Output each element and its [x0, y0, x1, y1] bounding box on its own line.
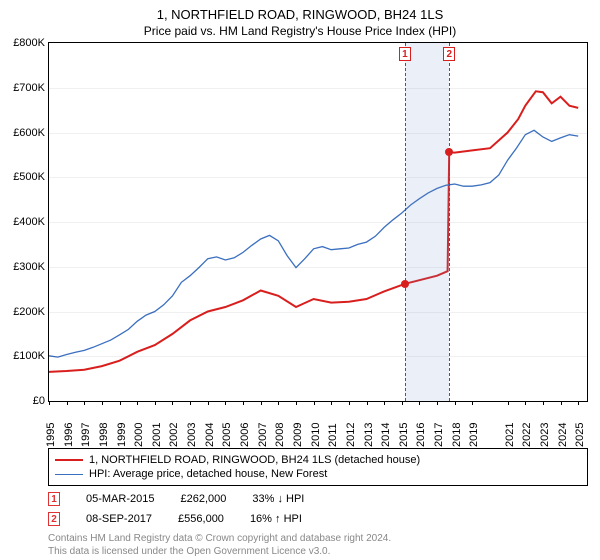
x-tick-label: 1999	[116, 423, 128, 447]
highlight-band	[405, 43, 449, 401]
x-tick-label: 2010	[310, 423, 322, 447]
transaction-row: 1 05-MAR-2015 £262,000 33% ↓ HPI	[48, 492, 588, 506]
x-tick-label: 1997	[80, 423, 92, 447]
transaction-pct: 16% ↑ HPI	[250, 513, 302, 525]
page-title: 1, NORTHFIELD ROAD, RINGWOOD, BH24 1LS	[0, 0, 600, 24]
y-tick-label: £200K	[1, 306, 45, 318]
x-tick-label: 2002	[168, 423, 180, 447]
x-tick-label: 2021	[504, 423, 516, 447]
y-tick-label: £300K	[1, 261, 45, 273]
x-tick-label: 2017	[433, 423, 445, 447]
transaction-dot	[445, 148, 453, 156]
y-tick-label: £800K	[1, 37, 45, 49]
transaction-marker: 1	[48, 492, 60, 506]
x-tick-label: 2012	[345, 423, 357, 447]
x-tick-label: 2014	[380, 423, 392, 447]
x-tick-label: 2005	[221, 423, 233, 447]
transaction-marker: 1	[399, 47, 411, 61]
transaction-price: £262,000	[180, 493, 226, 505]
x-tick-label: 2024	[557, 423, 569, 447]
transaction-pct: 33% ↓ HPI	[252, 493, 304, 505]
x-tick-label: 2007	[257, 423, 269, 447]
legend-row: 1, NORTHFIELD ROAD, RINGWOOD, BH24 1LS (…	[55, 453, 581, 467]
x-tick-label: 2006	[239, 423, 251, 447]
page-subtitle: Price paid vs. HM Land Registry's House …	[0, 24, 600, 42]
transaction-dot	[401, 280, 409, 288]
x-tick-label: 2019	[468, 423, 480, 447]
x-tick-label: 2011	[327, 424, 339, 448]
x-tick-label: 2003	[186, 423, 198, 447]
transaction-marker: 2	[443, 47, 455, 61]
transaction-date: 05-MAR-2015	[86, 493, 154, 505]
x-tick-label: 2000	[133, 423, 145, 447]
x-tick-label: 2004	[204, 423, 216, 447]
y-tick-label: £600K	[1, 127, 45, 139]
legend-label: 1, NORTHFIELD ROAD, RINGWOOD, BH24 1LS (…	[89, 454, 420, 466]
x-tick-label: 2022	[521, 423, 533, 447]
copyright-line: Contains HM Land Registry data © Crown c…	[48, 532, 588, 545]
x-tick-label: 2015	[398, 423, 410, 447]
x-tick-label: 2001	[151, 423, 163, 447]
legend-label: HPI: Average price, detached house, New …	[89, 468, 327, 480]
x-tick-label: 2009	[292, 423, 304, 447]
legend: 1, NORTHFIELD ROAD, RINGWOOD, BH24 1LS (…	[48, 448, 588, 486]
x-tick-label: 2016	[415, 423, 427, 447]
y-tick-label: £100K	[1, 350, 45, 362]
legend-swatch	[55, 474, 83, 475]
y-tick-label: £700K	[1, 82, 45, 94]
legend-row: HPI: Average price, detached house, New …	[55, 467, 581, 481]
x-tick-label: 1995	[45, 423, 57, 447]
y-tick-label: £400K	[1, 216, 45, 228]
transaction-marker: 2	[48, 512, 60, 526]
x-tick-label: 1998	[98, 423, 110, 447]
x-tick-label: 2008	[274, 423, 286, 447]
y-tick-label: £0	[1, 395, 45, 407]
price-chart: £0£100K£200K£300K£400K£500K£600K£700K£80…	[48, 42, 588, 402]
copyright-line: This data is licensed under the Open Gov…	[48, 545, 588, 558]
transaction-price: £556,000	[178, 513, 224, 525]
y-tick-label: £500K	[1, 171, 45, 183]
x-tick-label: 2013	[363, 423, 375, 447]
transaction-row: 2 08-SEP-2017 £556,000 16% ↑ HPI	[48, 512, 588, 526]
x-tick-label: 2025	[574, 423, 586, 447]
legend-swatch	[55, 459, 83, 461]
transaction-date: 08-SEP-2017	[86, 513, 152, 525]
x-tick-label: 2023	[539, 423, 551, 447]
series-hpi	[49, 130, 578, 357]
copyright: Contains HM Land Registry data © Crown c…	[48, 532, 588, 558]
x-tick-label: 2018	[451, 423, 463, 447]
x-tick-label: 1996	[63, 423, 75, 447]
